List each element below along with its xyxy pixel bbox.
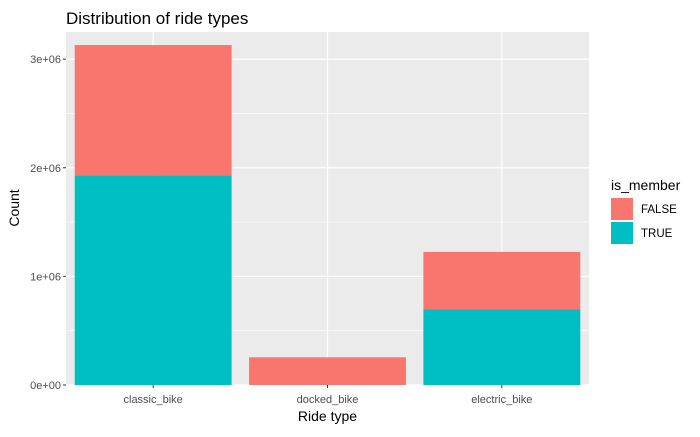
x-tick-label: electric_bike xyxy=(471,394,532,406)
x-axis-title: Ride type xyxy=(298,408,357,424)
bar-electric_bike-true xyxy=(423,309,581,385)
legend-key-false xyxy=(611,198,633,220)
chart-title: Distribution of ride types xyxy=(66,9,248,28)
bar-electric_bike-false xyxy=(423,251,581,310)
x-tick-label: classic_bike xyxy=(124,394,183,406)
bar-docked_bike-false xyxy=(249,357,406,385)
bar-classic_bike-false xyxy=(74,45,232,176)
y-axis: 0e+00 1e+06 2e+06 3e+06 xyxy=(30,54,66,392)
legend-title: is_member xyxy=(611,177,681,193)
x-tick-label: docked_bike xyxy=(297,394,359,406)
legend: is_member FALSE TRUE xyxy=(611,177,681,244)
legend-key-true xyxy=(611,222,633,244)
y-tick-label: 2e+06 xyxy=(30,163,61,175)
bar-classic_bike-true xyxy=(74,175,232,385)
y-tick-label: 0e+00 xyxy=(30,380,61,392)
legend-label: FALSE xyxy=(641,204,677,216)
y-tick-label: 1e+06 xyxy=(30,271,61,283)
legend-label: TRUE xyxy=(641,228,673,240)
y-tick-label: 3e+06 xyxy=(30,54,61,66)
bars xyxy=(74,45,581,385)
x-axis: classic_bike docked_bike electric_bike xyxy=(124,385,532,406)
y-axis-title: Count xyxy=(6,189,22,226)
